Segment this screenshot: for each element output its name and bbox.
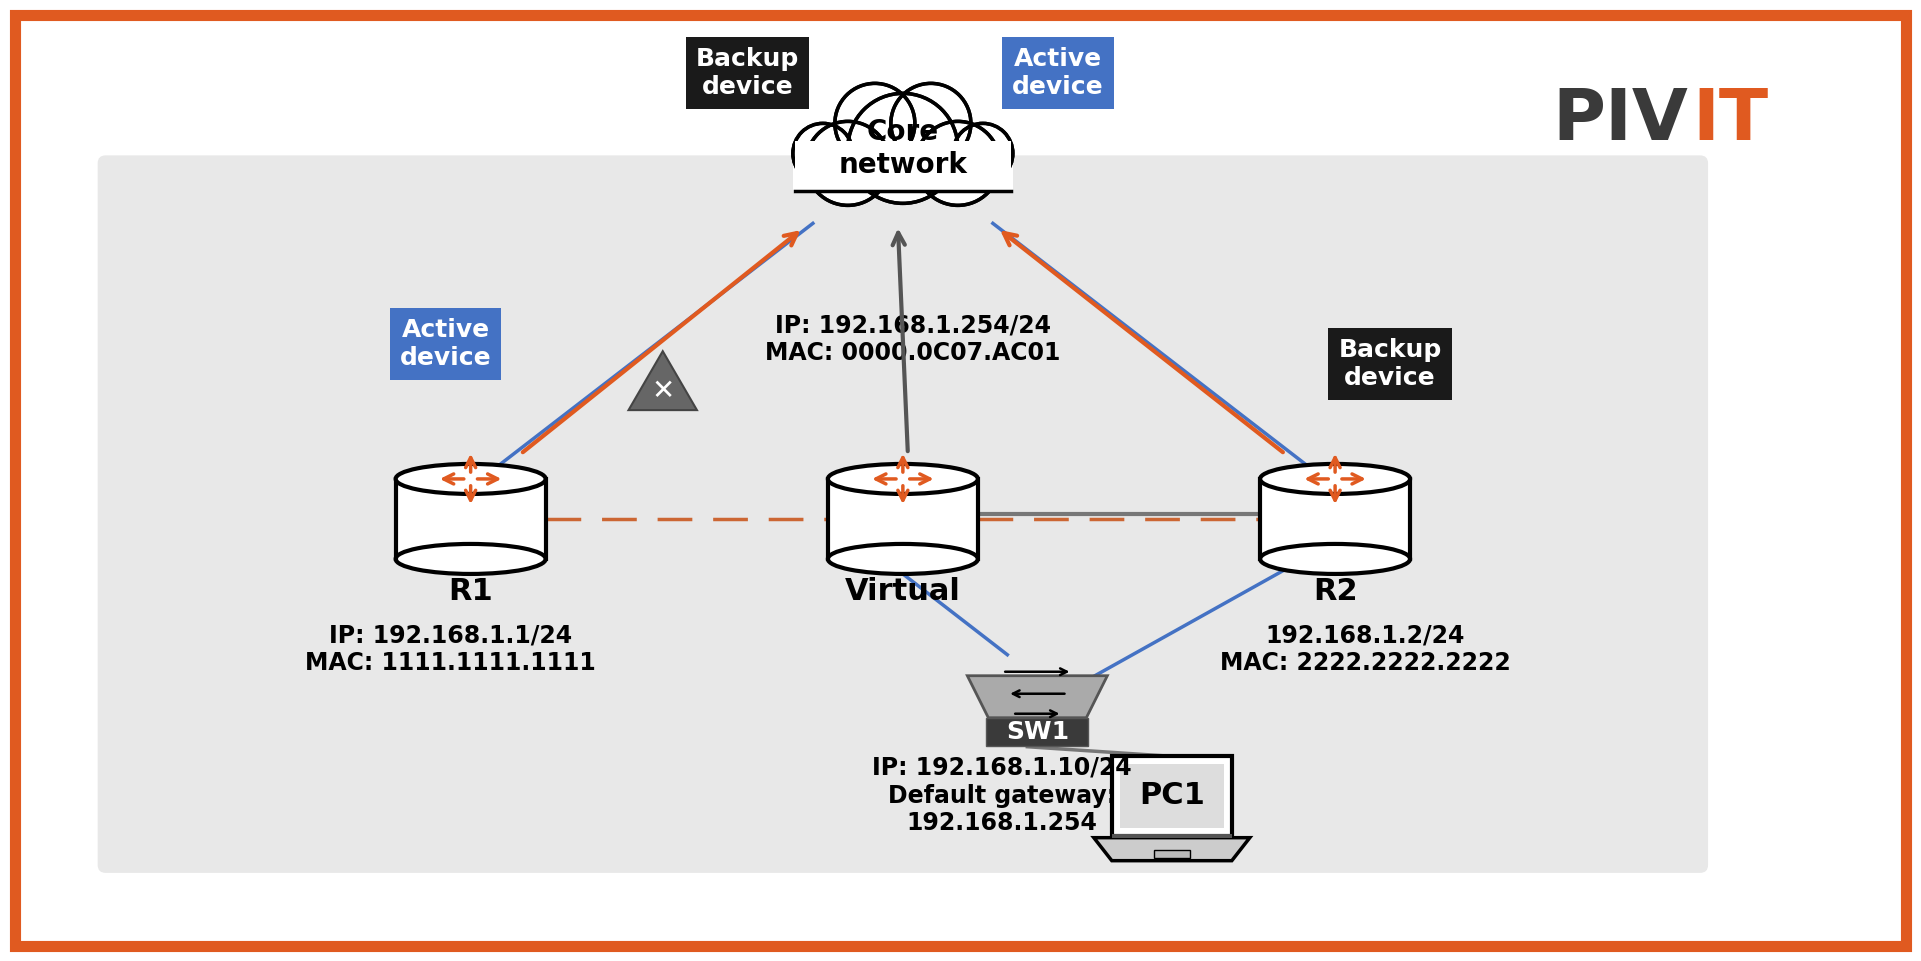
FancyBboxPatch shape: [98, 156, 1708, 873]
Bar: [1112, 834, 1231, 838]
Circle shape: [847, 93, 959, 204]
Circle shape: [957, 126, 1010, 181]
Text: IP: 192.168.1.1/24
MAC: 1111.1111.1111: IP: 192.168.1.1/24 MAC: 1111.1111.1111: [305, 623, 596, 675]
Polygon shape: [628, 351, 697, 410]
Text: Virtual: Virtual: [845, 577, 960, 606]
Bar: [1155, 850, 1189, 857]
Circle shape: [795, 126, 849, 181]
Circle shape: [853, 99, 953, 198]
Bar: [1120, 764, 1224, 827]
Text: Backup
device: Backup device: [695, 47, 799, 99]
Ellipse shape: [1260, 544, 1410, 574]
Bar: [793, 138, 1012, 193]
Ellipse shape: [828, 464, 978, 494]
Polygon shape: [1093, 838, 1251, 861]
Circle shape: [895, 87, 966, 160]
Text: IP: 192.168.1.254/24
MAC: 0000.0C07.AC01: IP: 192.168.1.254/24 MAC: 0000.0C07.AC01: [765, 313, 1060, 365]
Circle shape: [839, 87, 911, 160]
Circle shape: [953, 123, 1012, 184]
Text: ✕: ✕: [651, 378, 674, 406]
Text: R2: R2: [1312, 577, 1358, 606]
Ellipse shape: [396, 464, 546, 494]
Circle shape: [891, 84, 970, 163]
Circle shape: [807, 121, 889, 206]
Ellipse shape: [1260, 464, 1410, 494]
Bar: [985, 718, 1089, 746]
Text: IP: 192.168.1.10/24
Default gateway:
192.168.1.254: IP: 192.168.1.10/24 Default gateway: 192…: [872, 756, 1131, 835]
Text: PIV: PIV: [1552, 86, 1689, 155]
Text: Core
network: Core network: [838, 118, 968, 179]
Circle shape: [920, 126, 995, 201]
Text: 192.168.1.2/24
MAC: 2222.2222.2222: 192.168.1.2/24 MAC: 2222.2222.2222: [1220, 623, 1510, 675]
Ellipse shape: [828, 544, 978, 574]
Text: Active
device: Active device: [400, 318, 492, 370]
Circle shape: [836, 84, 914, 163]
Bar: [795, 141, 1010, 191]
Text: PC1: PC1: [1139, 781, 1204, 810]
Bar: [1260, 479, 1410, 559]
Circle shape: [793, 123, 853, 184]
Text: Active
device: Active device: [1012, 47, 1105, 99]
Bar: [1112, 755, 1231, 836]
Ellipse shape: [396, 544, 546, 574]
Polygon shape: [968, 676, 1106, 718]
Text: R1: R1: [448, 577, 494, 606]
Bar: [828, 479, 978, 559]
Circle shape: [811, 126, 886, 201]
Circle shape: [916, 121, 999, 206]
Text: Backup
device: Backup device: [1339, 338, 1443, 390]
Bar: [396, 479, 546, 559]
Text: SW1: SW1: [1007, 720, 1068, 744]
Text: IT: IT: [1692, 86, 1769, 155]
